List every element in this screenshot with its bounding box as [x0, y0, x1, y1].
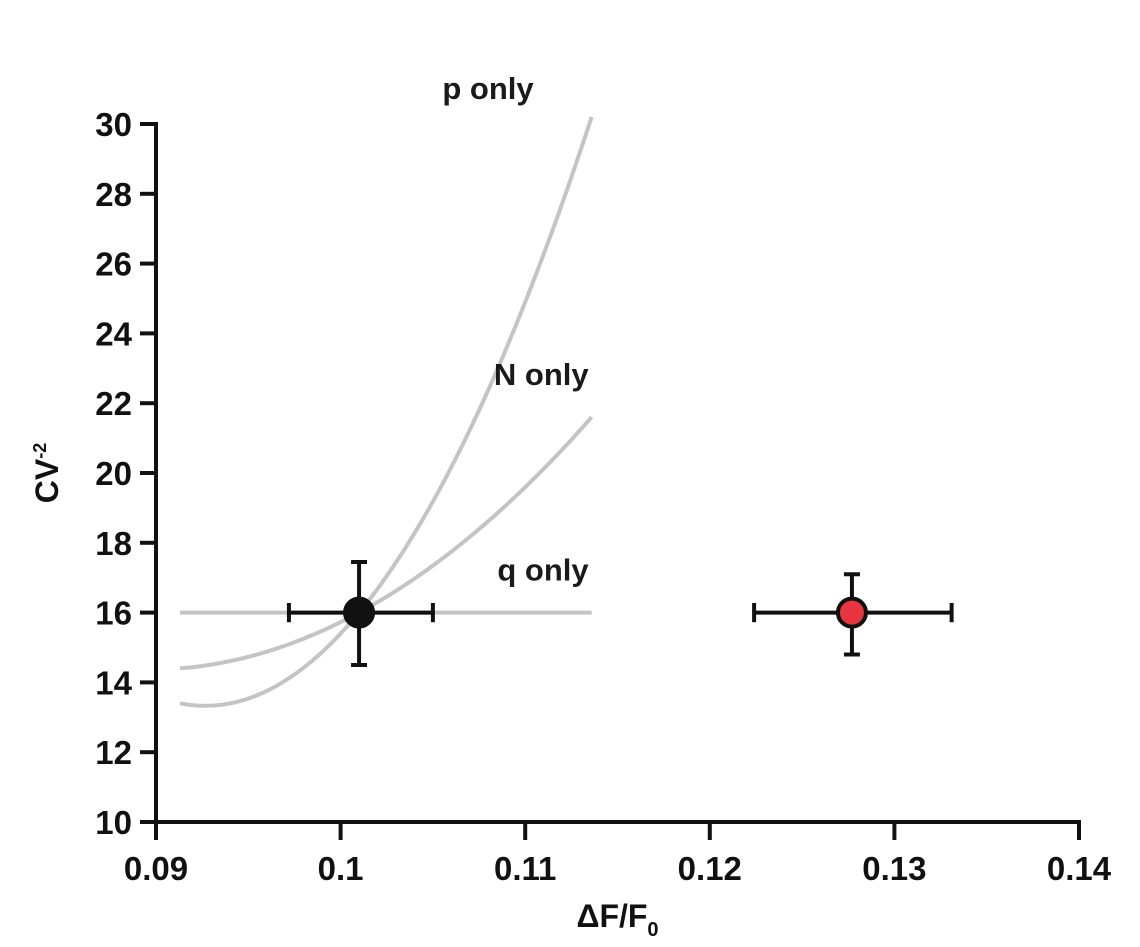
data-point — [752, 572, 954, 657]
y-tick-label: 10 — [95, 804, 132, 841]
curve-labels: p only N only q only — [442, 71, 589, 588]
model-curves — [179, 116, 594, 708]
y-tick-label: 26 — [95, 246, 132, 283]
x-tick-label: 0.12 — [678, 850, 742, 887]
y-tick-label: 22 — [95, 385, 132, 422]
y-axis-title: CV-2 — [29, 443, 65, 503]
y-tick-label: 12 — [95, 734, 132, 771]
y-tick-label: 24 — [95, 315, 132, 352]
y-tick-label: 18 — [95, 525, 132, 562]
x-tick-label: 0.14 — [1047, 850, 1112, 887]
x-tick-label: 0.1 — [318, 850, 364, 887]
data-points — [286, 559, 954, 667]
x-axis-ticks: 0.09 0.1 0.11 0.12 0.13 0.14 — [124, 822, 1112, 887]
data-point — [286, 559, 435, 667]
y-tick-label: 16 — [95, 595, 132, 632]
y-tick-label: 28 — [95, 176, 132, 213]
point-marker — [343, 596, 376, 629]
y-axis-ticks: 10 12 14 16 18 20 22 24 26 28 30 — [95, 106, 156, 841]
y-tick-label: 30 — [95, 106, 132, 143]
point-marker — [835, 596, 868, 629]
x-axis-title: ΔF/F0 — [576, 898, 658, 941]
curve-label: q only — [497, 553, 589, 588]
y-tick-label: 20 — [95, 455, 132, 492]
curve-label: N only — [494, 357, 589, 392]
y-tick-label: 14 — [95, 664, 132, 701]
x-tick-label: 0.13 — [862, 850, 926, 887]
curve-label: p only — [442, 71, 534, 106]
model-curve-N-only — [179, 415, 594, 671]
model-curve-p-only — [179, 116, 594, 708]
x-tick-label: 0.09 — [124, 850, 188, 887]
x-tick-label: 0.11 — [494, 850, 556, 887]
